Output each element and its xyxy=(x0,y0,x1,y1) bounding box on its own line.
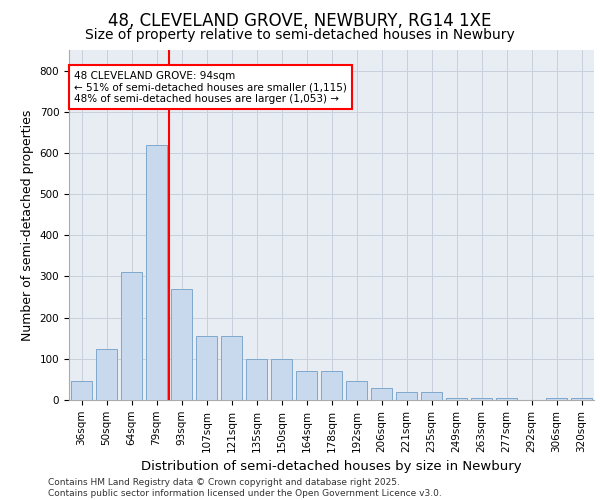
Bar xyxy=(496,398,517,400)
Bar xyxy=(346,382,367,400)
Bar xyxy=(571,398,592,400)
Bar xyxy=(371,388,392,400)
Bar xyxy=(121,272,142,400)
Text: 48 CLEVELAND GROVE: 94sqm
← 51% of semi-detached houses are smaller (1,115)
48% : 48 CLEVELAND GROVE: 94sqm ← 51% of semi-… xyxy=(74,70,347,104)
Bar xyxy=(221,336,242,400)
Bar xyxy=(271,359,292,400)
Bar xyxy=(321,371,342,400)
Bar xyxy=(446,398,467,400)
Y-axis label: Number of semi-detached properties: Number of semi-detached properties xyxy=(21,110,34,340)
Bar xyxy=(421,392,442,400)
Bar xyxy=(246,359,267,400)
Text: 48, CLEVELAND GROVE, NEWBURY, RG14 1XE: 48, CLEVELAND GROVE, NEWBURY, RG14 1XE xyxy=(109,12,491,30)
Bar xyxy=(546,398,567,400)
Bar xyxy=(471,398,492,400)
Bar xyxy=(171,289,192,400)
X-axis label: Distribution of semi-detached houses by size in Newbury: Distribution of semi-detached houses by … xyxy=(141,460,522,473)
Bar xyxy=(96,348,117,400)
Bar xyxy=(196,336,217,400)
Bar xyxy=(71,382,92,400)
Bar xyxy=(146,144,167,400)
Text: Size of property relative to semi-detached houses in Newbury: Size of property relative to semi-detach… xyxy=(85,28,515,42)
Bar xyxy=(396,392,417,400)
Bar xyxy=(296,371,317,400)
Text: Contains HM Land Registry data © Crown copyright and database right 2025.
Contai: Contains HM Land Registry data © Crown c… xyxy=(48,478,442,498)
